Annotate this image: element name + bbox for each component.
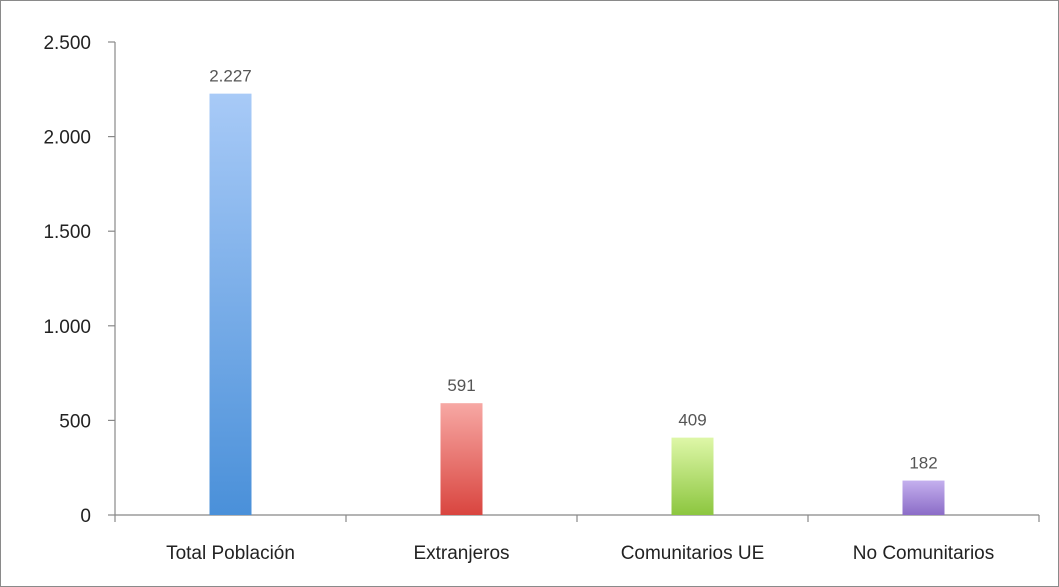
bar-0 [209, 93, 252, 515]
axes [108, 41, 1040, 522]
y-tick-label: 2.000 [43, 128, 91, 149]
data-label: 2.227 [209, 67, 252, 86]
x-tick-label: Comunitarios UE [621, 543, 765, 564]
data-label: 591 [447, 376, 475, 395]
y-tick-label: 0 [80, 506, 91, 527]
data-label: 409 [678, 411, 706, 430]
bar-2 [671, 437, 714, 515]
bars [209, 93, 945, 515]
bar-3 [902, 480, 945, 515]
data-label: 182 [909, 454, 937, 473]
y-tick-label: 500 [59, 411, 91, 432]
x-tick-label: Extranjeros [413, 543, 509, 564]
y-tick-label: 2.500 [43, 33, 91, 54]
x-tick-label: No Comunitarios [853, 543, 995, 564]
labels: 0 500 1.000 1.500 2.000 2.500 2.227 Total Pobla… [43, 33, 994, 564]
y-tick-label: 1.000 [43, 317, 91, 338]
bar-1 [440, 403, 483, 515]
x-tick-label: Total Población [166, 543, 295, 564]
y-tick-label: 1.500 [43, 222, 91, 243]
